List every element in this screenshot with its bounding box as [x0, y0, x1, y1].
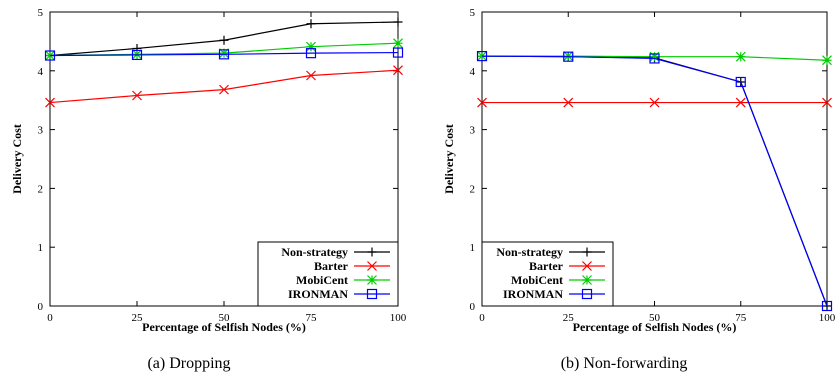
- y-axis-label: Delivery Cost: [442, 124, 456, 194]
- legend-label: MobiCent: [511, 273, 563, 287]
- y-tick-label: 5: [38, 7, 44, 19]
- data-point: [394, 17, 403, 26]
- data-point: [307, 19, 316, 28]
- y-tick-label: 2: [470, 183, 476, 195]
- y-tick-label: 1: [470, 242, 476, 254]
- legend-swatch-marker: [368, 276, 377, 285]
- legend-label: Non-strategy: [496, 245, 563, 259]
- figure-caption: (b) Non-forwarding: [561, 355, 688, 372]
- y-tick-label: 3: [470, 125, 476, 137]
- x-tick-label: 75: [735, 312, 747, 324]
- series-barter: [46, 66, 403, 107]
- x-tick-label: 75: [306, 312, 318, 324]
- y-tick-label: 4: [38, 66, 44, 78]
- x-tick-label: 100: [819, 312, 836, 324]
- series-barter: [478, 98, 832, 107]
- y-tick-label: 0: [38, 301, 44, 313]
- data-point: [307, 42, 316, 51]
- x-tick-label: 100: [390, 312, 407, 324]
- y-tick-label: 5: [470, 7, 476, 19]
- legend-label: MobiCent: [296, 273, 348, 287]
- legend-swatch-marker: [583, 276, 592, 285]
- y-axis-label: Delivery Cost: [10, 124, 24, 194]
- y-tick-label: 2: [38, 183, 44, 195]
- legend-label: IRONMAN: [503, 287, 563, 301]
- legend-label: Barter: [314, 259, 349, 273]
- x-tick-label: 0: [47, 312, 53, 324]
- series-line: [50, 70, 398, 102]
- y-tick-label: 0: [470, 301, 476, 313]
- x-tick-label: 0: [479, 312, 485, 324]
- x-axis-label: Percentage of Selfish Nodes (%): [573, 320, 737, 334]
- data-point: [823, 56, 832, 65]
- data-point: [394, 39, 403, 48]
- legend-label: Barter: [529, 259, 564, 273]
- x-axis-label: Percentage of Selfish Nodes (%): [142, 320, 306, 334]
- data-point: [220, 36, 229, 45]
- legend-label: Non-strategy: [281, 245, 348, 259]
- figure-caption: (a) Dropping: [147, 355, 230, 372]
- data-point: [736, 52, 745, 61]
- y-tick-label: 4: [470, 66, 476, 78]
- legend-label: IRONMAN: [288, 287, 348, 301]
- series-ironman: [46, 48, 403, 60]
- y-tick-label: 1: [38, 242, 44, 254]
- y-tick-label: 3: [38, 125, 44, 137]
